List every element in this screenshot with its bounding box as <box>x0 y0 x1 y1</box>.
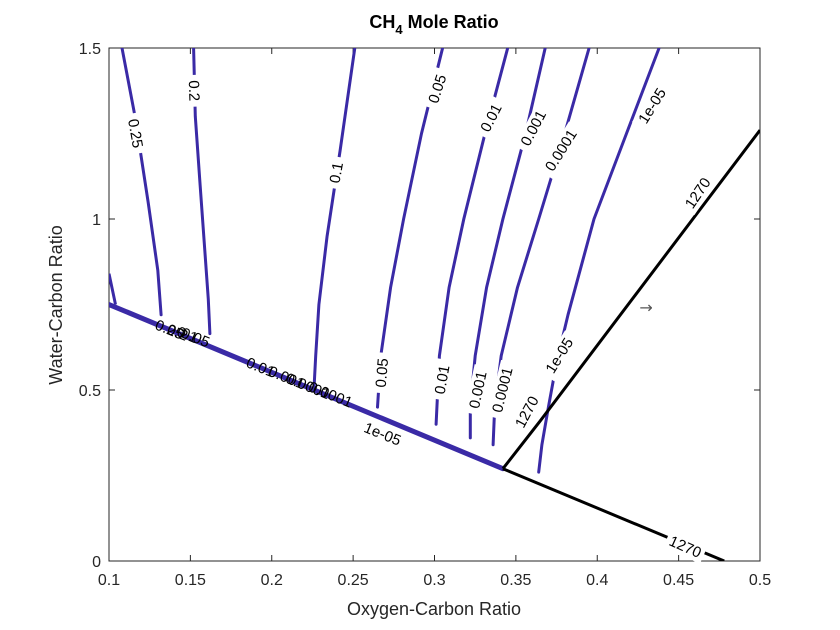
x-tick-label-6: 0.4 <box>586 572 608 589</box>
ch4-contour-label-0_2-0-background <box>184 74 204 108</box>
x-axis-label: Oxygen-Carbon Ratio <box>347 599 521 619</box>
ch4-contour-label-0_25-0-group: 0.25 <box>122 112 148 155</box>
x-tick-label-8: 0.5 <box>749 572 771 589</box>
y-axis-label: Water-Carbon Ratio <box>46 225 66 384</box>
temp-contour-label-1270-0-1-background <box>509 390 545 435</box>
x-tick-label-1: 0.15 <box>175 572 206 589</box>
ch4-contour-label-0_01-1-background <box>430 358 455 402</box>
ch4-contour-label-0_01-1: 0.01 <box>432 364 454 396</box>
y-tick-label-1: 0.5 <box>79 383 101 400</box>
ch4-contour-0_1 <box>312 48 357 389</box>
title-main: CH <box>369 12 395 32</box>
plot-area: 0.1 0.15 0.2 0.25 0.3 0.35 0.4 0.45 0.5 0 0.5 1 1.5 0… <box>79 41 771 589</box>
y-tick-label-0: 0 <box>92 554 101 571</box>
boundary-label-1: 0.2 <box>165 321 191 345</box>
ch4-contour-label-1e-05-2-background <box>356 416 409 453</box>
ch4-contour-label-0_25-0-background <box>122 112 148 155</box>
temp-contour-label-1270-0-0-background <box>679 171 717 216</box>
boundary-label-2-group: 0.1 <box>174 324 200 348</box>
chart-title: CH4 Mole Ratio <box>369 12 498 37</box>
y-tick-label-2: 1 <box>92 212 101 229</box>
temp-contour-label-1270-1-0-background <box>662 530 708 564</box>
x-tick-label-0: 0.1 <box>98 572 120 589</box>
ch4-contour-label-0_1-0: 0.1 <box>327 161 347 184</box>
ch4-contour-label-0_25-0: 0.25 <box>124 118 146 150</box>
ch4-contour-label-0_05-1: 0.05 <box>373 358 392 389</box>
ch4-contour-label-0_05-0-background <box>422 67 453 111</box>
annotation-arrow: → <box>639 298 652 317</box>
y-tick-label-3: 1.5 <box>79 41 101 58</box>
ch4-contour-label-0_0001-0-background <box>538 121 585 180</box>
x-tick-label-4: 0.3 <box>423 572 445 589</box>
ch4-contour-label-0_1-0-background <box>325 155 349 191</box>
ch4-contour-label-0_2-0: 0.2 <box>185 80 203 101</box>
ch4-contour-label-0_001-0-background <box>514 102 554 155</box>
ch4-contour-label-0_1-0-group: 0.1 <box>325 155 349 191</box>
ch4-contour-label-0_01-1-group: 0.01 <box>430 358 455 402</box>
x-tick-label-3: 0.25 <box>338 572 369 589</box>
x-tick-label-7: 0.45 <box>663 572 694 589</box>
boundary-line <box>109 302 506 472</box>
ch4-contour-label-0_01-0-background <box>474 96 509 141</box>
ch4-contour-label-0_2-0-group: 0.2 <box>184 74 204 108</box>
x-tick-label-5: 0.35 <box>500 572 531 589</box>
boundary-label-2: 0.1 <box>174 324 200 348</box>
ch4-contour-label-1e-05-1-background <box>539 330 581 382</box>
ch4-contour-label-0_0001-1-background <box>487 359 519 421</box>
ch4-contour-label-0_001-1-background <box>464 364 493 416</box>
title-subscript: 4 <box>395 22 403 37</box>
axes-box <box>108 47 761 562</box>
ch4-contour-0_25 <box>120 48 163 317</box>
ch4-contour-label-1e-05-0-background <box>631 80 674 132</box>
x-tick-label-2: 0.2 <box>261 572 283 589</box>
boundary-label-1-group: 0.2 <box>165 321 191 345</box>
title-rest: Mole Ratio <box>403 12 499 32</box>
temp-contour-1270-0 <box>501 129 760 470</box>
ch4-contour-label-0_05-1-group: 0.05 <box>371 351 394 394</box>
ch4-contour-label-0_05-1-background <box>371 351 394 394</box>
boundary-corner-stub <box>109 273 117 305</box>
